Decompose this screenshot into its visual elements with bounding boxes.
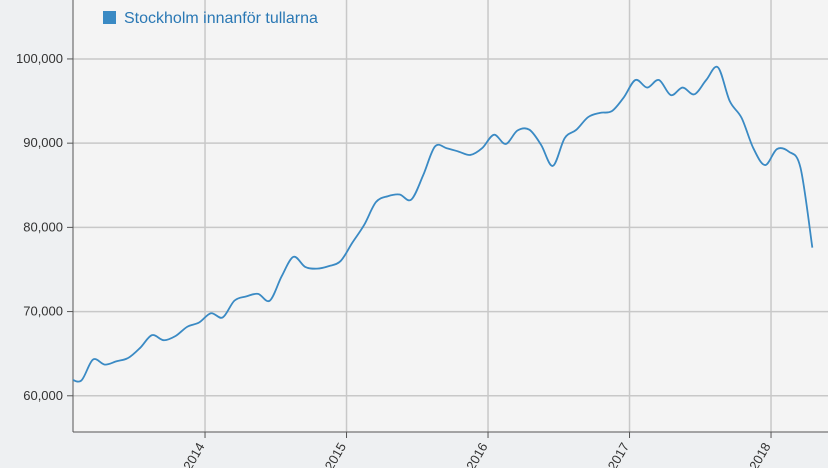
legend-label: Stockholm innanför tullarna bbox=[124, 10, 318, 27]
y-tick-label: 80,000 bbox=[23, 219, 63, 234]
x-tick-label: 2015 bbox=[322, 440, 349, 468]
y-tick-label: 90,000 bbox=[23, 135, 63, 150]
legend-swatch bbox=[103, 11, 116, 24]
plot-area bbox=[73, 0, 828, 432]
x-tick-label: 2017 bbox=[605, 440, 632, 468]
y-tick-label: 100,000 bbox=[16, 51, 63, 66]
y-tick-label: 70,000 bbox=[23, 304, 63, 319]
data-line bbox=[73, 65, 814, 383]
x-tick-label: 2018 bbox=[746, 440, 773, 468]
x-tick-label: 2014 bbox=[180, 440, 207, 468]
y-tick-label: 60,000 bbox=[23, 388, 63, 403]
x-tick-label: 2016 bbox=[463, 440, 490, 468]
